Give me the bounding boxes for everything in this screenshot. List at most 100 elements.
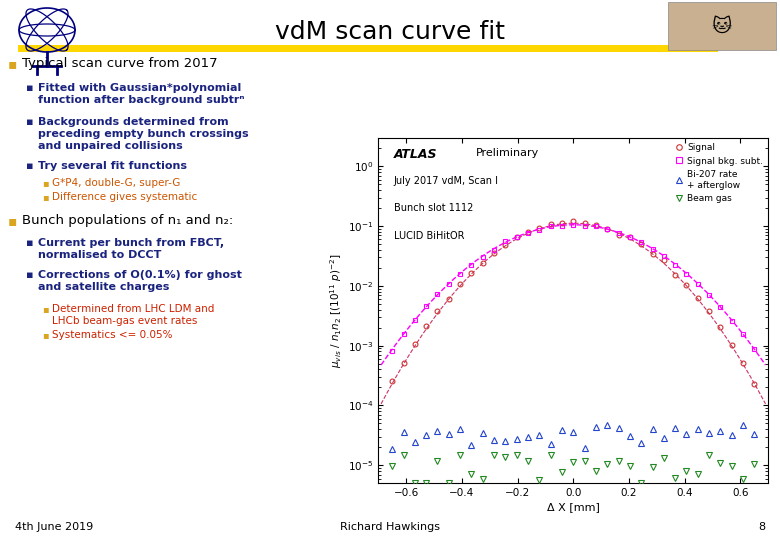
Text: ▪: ▪ xyxy=(42,330,48,340)
Beam gas xyxy=(534,477,544,484)
Signal bkg. subt. xyxy=(501,238,510,244)
Signal xyxy=(682,282,691,288)
Bi-207 rate
+ afterglow xyxy=(534,431,544,438)
Signal xyxy=(410,341,420,347)
Bi-207 rate
+ afterglow xyxy=(591,423,601,430)
Signal xyxy=(399,360,408,366)
Bi-207 rate
+ afterglow xyxy=(671,425,680,431)
Bi-207 rate
+ afterglow xyxy=(456,426,465,432)
Text: 🐱: 🐱 xyxy=(712,17,732,36)
Signal bkg. subt. xyxy=(546,223,555,230)
Signal xyxy=(534,225,544,231)
Signal xyxy=(614,232,623,239)
Text: Current per bunch from FBCT,
normalised to DCCT: Current per bunch from FBCT, normalised … xyxy=(38,238,224,260)
Beam gas xyxy=(682,468,691,474)
Text: ▪: ▪ xyxy=(42,192,48,202)
Bi-207 rate
+ afterglow xyxy=(750,431,759,437)
Signal bkg. subt. xyxy=(421,303,431,309)
Signal bkg. subt. xyxy=(671,261,680,268)
Beam gas xyxy=(489,451,498,458)
Y-axis label: $\mu_{vis}$ / $n_1 n_2$ $[(10^{11}\ p)^{-2}]$: $\mu_{vis}$ / $n_1 n_2$ $[(10^{11}\ p)^{… xyxy=(328,253,344,368)
Bi-207 rate
+ afterglow xyxy=(399,429,408,435)
Beam gas xyxy=(512,452,521,458)
Signal bkg. subt. xyxy=(614,230,623,237)
Text: Backgrounds determined from
preceding empty bunch crossings
and unpaired collisi: Backgrounds determined from preceding em… xyxy=(38,117,249,151)
Beam gas xyxy=(636,480,646,487)
Bi-207 rate
+ afterglow xyxy=(636,440,646,447)
Signal xyxy=(750,381,759,387)
Bi-207 rate
+ afterglow xyxy=(546,441,555,447)
Text: ATLAS: ATLAS xyxy=(394,148,438,161)
Signal bkg. subt. xyxy=(534,227,544,233)
Beam gas xyxy=(466,471,476,477)
Bi-207 rate
+ afterglow xyxy=(704,430,714,436)
Signal bkg. subt. xyxy=(399,331,408,338)
Signal xyxy=(626,234,635,241)
Signal xyxy=(546,221,555,228)
Text: ▪: ▪ xyxy=(26,270,34,280)
Beam gas xyxy=(704,452,714,458)
Signal xyxy=(693,295,703,302)
Line: Bi-207 rate
+ afterglow: Bi-207 rate + afterglow xyxy=(389,422,757,451)
Signal bkg. subt. xyxy=(739,331,748,338)
Signal xyxy=(523,228,533,235)
Signal xyxy=(466,270,476,276)
Signal bkg. subt. xyxy=(636,239,646,245)
Bi-207 rate
+ afterglow xyxy=(444,431,453,437)
Beam gas xyxy=(580,458,590,464)
Bi-207 rate
+ afterglow xyxy=(659,435,668,441)
Beam gas xyxy=(444,480,453,487)
Bi-207 rate
+ afterglow xyxy=(466,441,476,448)
Bi-207 rate
+ afterglow xyxy=(603,422,612,428)
Signal bkg. subt. xyxy=(693,281,703,287)
Bi-207 rate
+ afterglow xyxy=(557,427,566,433)
Signal bkg. subt. xyxy=(523,230,533,236)
Text: ▪: ▪ xyxy=(42,304,48,314)
Text: 8: 8 xyxy=(758,522,765,532)
Signal bkg. subt. xyxy=(580,222,590,229)
X-axis label: Δ X [mm]: Δ X [mm] xyxy=(547,502,600,512)
Signal xyxy=(727,342,736,348)
Text: Corrections of O(0.1%) for ghost
and satellite charges: Corrections of O(0.1%) for ghost and sat… xyxy=(38,270,242,292)
Text: vdM scan curve fit: vdM scan curve fit xyxy=(275,20,505,44)
Signal bkg. subt. xyxy=(388,347,397,354)
Text: ▪: ▪ xyxy=(8,214,17,228)
Bi-207 rate
+ afterglow xyxy=(512,436,521,442)
Beam gas xyxy=(716,460,725,467)
Bi-207 rate
+ afterglow xyxy=(648,426,658,432)
Bi-207 rate
+ afterglow xyxy=(626,433,635,440)
Beam gas xyxy=(614,458,623,464)
Line: Signal bkg. subt.: Signal bkg. subt. xyxy=(390,222,757,353)
Beam gas xyxy=(603,461,612,467)
Bi-207 rate
+ afterglow xyxy=(580,444,590,451)
Text: Try several fit functions: Try several fit functions xyxy=(38,161,187,171)
Beam gas xyxy=(478,476,488,482)
Bi-207 rate
+ afterglow xyxy=(421,431,431,438)
Signal xyxy=(478,259,488,266)
Signal xyxy=(580,220,590,226)
Beam gas xyxy=(750,461,759,468)
Beam gas xyxy=(557,469,566,476)
Text: ▪: ▪ xyxy=(8,57,17,71)
Signal bkg. subt. xyxy=(489,246,498,253)
Text: Difference gives systematic: Difference gives systematic xyxy=(52,192,197,202)
Beam gas xyxy=(388,462,397,469)
Signal xyxy=(512,233,521,240)
Bi-207 rate
+ afterglow xyxy=(727,432,736,438)
Signal bkg. subt. xyxy=(648,245,658,252)
Signal xyxy=(716,323,725,330)
Legend: Signal, Signal bkg. subt., Bi-207 rate
+ afterglow, Beam gas: Signal, Signal bkg. subt., Bi-207 rate +… xyxy=(673,142,764,204)
Signal xyxy=(388,378,397,384)
Signal xyxy=(636,241,646,247)
Signal bkg. subt. xyxy=(444,281,453,287)
Beam gas xyxy=(727,462,736,469)
Signal xyxy=(433,307,442,314)
Signal xyxy=(421,323,431,329)
Signal xyxy=(557,219,566,226)
Beam gas xyxy=(410,480,420,487)
Signal bkg. subt. xyxy=(716,304,725,310)
Bi-207 rate
+ afterglow xyxy=(388,446,397,452)
Line: Signal: Signal xyxy=(390,219,757,386)
Beam gas xyxy=(433,458,442,464)
Bi-207 rate
+ afterglow xyxy=(614,425,623,431)
